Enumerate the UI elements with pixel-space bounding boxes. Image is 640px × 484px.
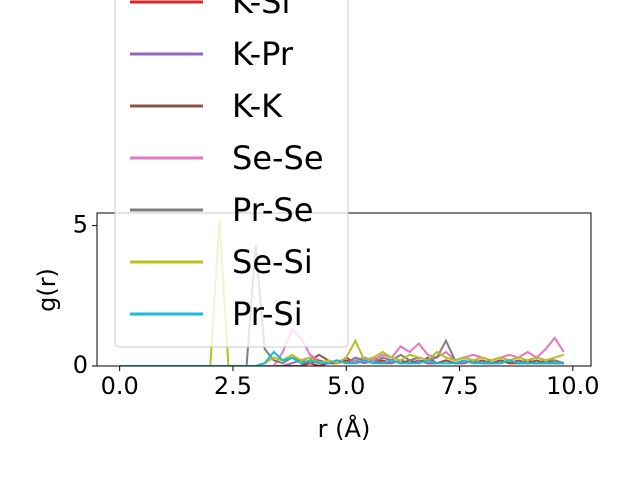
x-tick-label: 10.0 — [546, 372, 599, 400]
legend-box — [114, 0, 349, 348]
series-line — [119, 350, 564, 366]
legend-label: K-Si — [232, 0, 290, 21]
x-tick-label: 5.0 — [327, 372, 365, 400]
y-axis-label: g(r) — [33, 268, 61, 312]
x-tick-label: 2.5 — [214, 372, 252, 400]
plot-lines — [119, 219, 565, 366]
legend-label: Se-Si — [232, 243, 313, 281]
legend-label: K-Pr — [232, 35, 294, 73]
x-tick-label: 0.0 — [101, 372, 139, 400]
y-tick-label: 0 — [73, 351, 88, 379]
legend-label: K-K — [232, 87, 283, 125]
legend-label: Pr-Si — [232, 295, 303, 333]
legend-label: Pr-Se — [232, 191, 313, 229]
series-line — [119, 219, 565, 366]
x-axis-label: r (Å) — [318, 414, 371, 443]
legend-label: Se-Se — [232, 139, 324, 177]
y-tick-label: 5 — [73, 211, 88, 239]
x-tick-label: 7.5 — [440, 372, 478, 400]
